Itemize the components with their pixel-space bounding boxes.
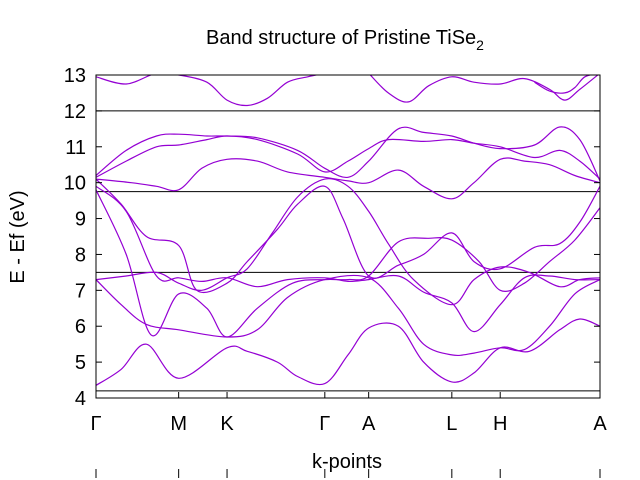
- band-line-7: [96, 135, 600, 180]
- band-line-3: [96, 178, 600, 294]
- chart-title-subscript: 2: [476, 37, 484, 53]
- band-lines: [96, 75, 600, 386]
- band-line-2: [96, 189, 600, 338]
- x-tick-label: Γ: [90, 413, 101, 435]
- y-tick-label: 6: [75, 316, 86, 338]
- y-tick-label: 8: [75, 244, 86, 266]
- band-line-9: [96, 75, 319, 107]
- y-axis-label: E - Ef (eV): [7, 190, 29, 283]
- band-line-10: [369, 75, 599, 103]
- y-tick-label: 13: [64, 65, 86, 87]
- x-tick-label: H: [493, 413, 507, 435]
- y-tick-label: 7: [75, 280, 86, 302]
- band-line-4: [96, 178, 600, 306]
- band-line-0: [96, 318, 600, 386]
- x-tick-label: L: [446, 413, 457, 435]
- y-axis-ticks: 4 5 6 7 8 9 10 11 12 13: [64, 65, 600, 410]
- chart-title-main: Band structure of Pristine TiSe: [206, 27, 476, 49]
- x-tick-label: M: [170, 413, 187, 435]
- y-tick-label: 5: [75, 352, 86, 374]
- y-tick-label: 12: [64, 101, 86, 123]
- reference-lines: [96, 110, 600, 392]
- band-line-5: [96, 185, 600, 333]
- x-tick-label: K: [220, 413, 234, 435]
- x-tick-label: A: [593, 413, 607, 435]
- plot-area: 4 5 6 7 8 9 10 11 12 13 Γ M K Γ A L H A: [64, 65, 607, 478]
- x-tick-label: Γ: [319, 413, 330, 435]
- y-tick-label: 11: [65, 137, 86, 159]
- chart-title: Band structure of Pristine TiSe2: [206, 27, 484, 53]
- y-tick-label: 4: [75, 388, 86, 410]
- band-line-6: [96, 157, 600, 200]
- band-line-11: [534, 75, 593, 94]
- x-axis-label: k-points: [312, 451, 382, 473]
- y-tick-label: 10: [64, 173, 86, 195]
- x-tick-label: A: [362, 413, 376, 435]
- band-line-8: [96, 126, 600, 182]
- band-line-1: [96, 274, 600, 357]
- plot-frame: [95, 74, 601, 399]
- y-tick-label: 9: [75, 209, 86, 231]
